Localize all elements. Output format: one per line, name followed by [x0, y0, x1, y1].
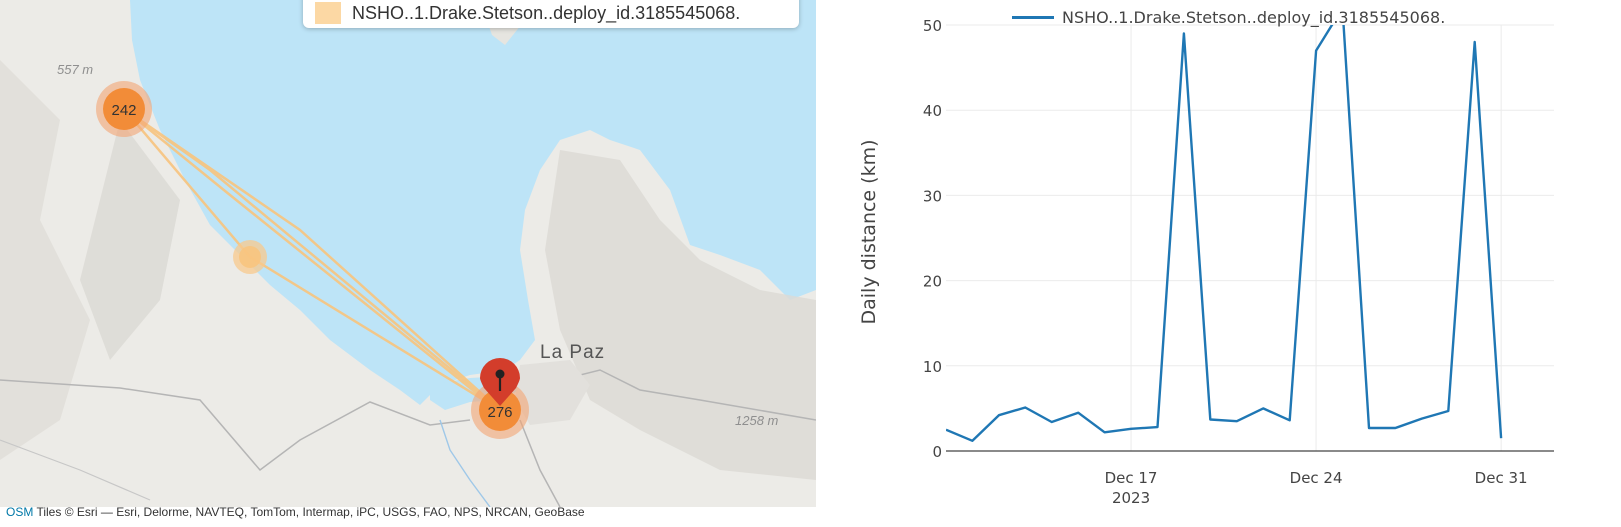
city-label: La Paz: [540, 342, 606, 363]
terrain-shade: [545, 150, 816, 480]
terrain-shade: [0, 60, 90, 460]
town-area: [515, 360, 590, 425]
y-axis-label: Daily distance (km): [858, 139, 880, 325]
cluster-count: 242: [111, 102, 136, 119]
map-legend: NSHO..1.Drake.Stetson..deploy_id.3185545…: [303, 0, 799, 28]
elevation-label: 1258 m: [735, 413, 779, 428]
marker-cluster[interactable]: 242: [96, 81, 152, 137]
map-canvas[interactable]: 242 276: [0, 0, 816, 507]
marker-cluster-small[interactable]: [233, 240, 267, 274]
map-view[interactable]: 242 276 557 m 1258 m La Paz NSHO..1.Drak…: [0, 0, 816, 507]
map-attribution: OSM Tiles © Esri — Esri, Delorme, NAVTEQ…: [0, 505, 822, 527]
chart-legend-label: NSHO..1.Drake.Stetson..deploy_id.3185545…: [1062, 8, 1446, 27]
legend-swatch: [315, 2, 341, 24]
road: [519, 419, 561, 507]
terrain-shade: [80, 120, 180, 360]
map-pin-icon[interactable]: [480, 358, 520, 406]
cluster-count: 276: [487, 404, 512, 421]
legend-line-swatch: [1012, 16, 1054, 19]
road: [0, 439, 151, 501]
track-line[interactable]: [123, 108, 501, 413]
track-line[interactable]: [123, 107, 501, 411]
legend-label: NSHO..1.Drake.Stetson..deploy_id.3185545…: [352, 2, 741, 23]
chart-panel: [816, 0, 1621, 527]
river: [439, 419, 491, 507]
sea-area: [130, 0, 816, 405]
chart-legend[interactable]: NSHO..1.Drake.Stetson..deploy_id.3185545…: [1012, 8, 1445, 27]
marker-cluster[interactable]: 276: [471, 381, 529, 439]
elevation-label: 557 m: [57, 62, 94, 77]
attribution-text: Tiles © Esri — Esri, Delorme, NAVTEQ, To…: [36, 505, 585, 519]
attribution-link[interactable]: OSM: [6, 505, 34, 519]
road: [0, 379, 471, 472]
